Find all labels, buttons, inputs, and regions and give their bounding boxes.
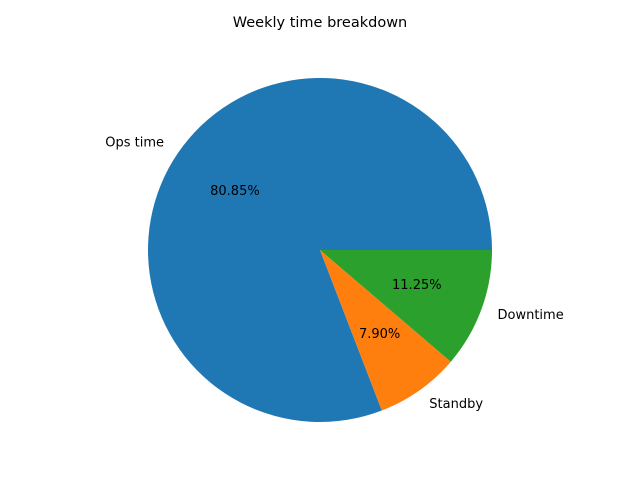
pie-slices [148, 77, 493, 422]
chart-title: Weekly time breakdown [233, 15, 408, 31]
pie-slice-ops-time [148, 77, 492, 422]
pct-label-downtime: 11.25% [392, 278, 442, 293]
pct-label-ops-time: 80.85% [210, 184, 260, 199]
slice-label-downtime: Downtime [498, 308, 564, 323]
pie-slice-standby [320, 250, 451, 411]
pie-slice-downtime [320, 250, 493, 362]
pct-label-standby: 7.90% [359, 327, 400, 342]
slice-label-standby: Standby [429, 397, 483, 412]
slice-label-ops-time: Ops time [105, 135, 164, 150]
pie-labels: Ops time 80.85% Standby 7.90% Downtime 11.25% [105, 135, 563, 412]
